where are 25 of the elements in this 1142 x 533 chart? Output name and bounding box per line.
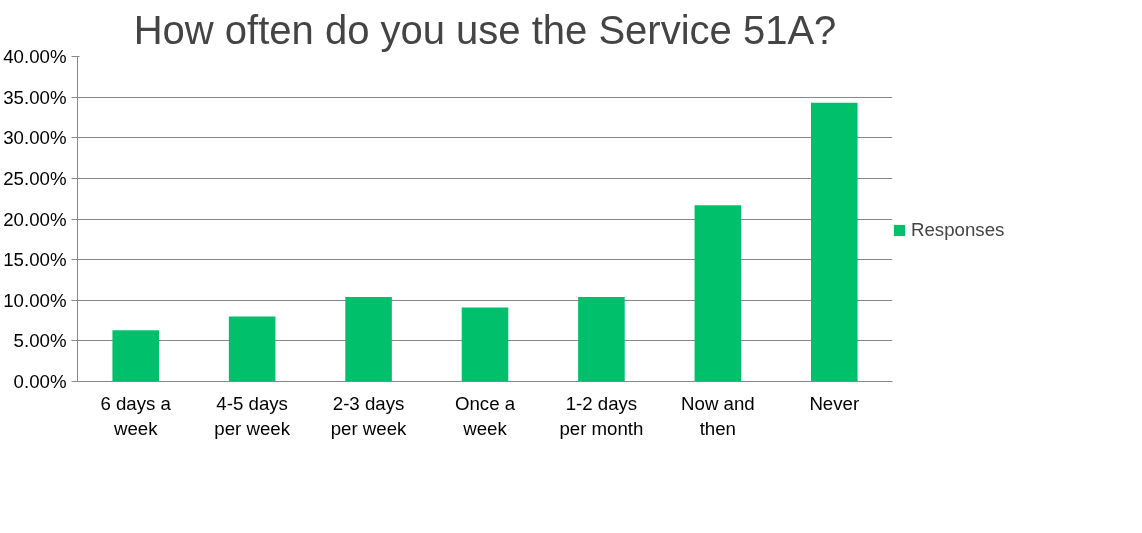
bar	[578, 297, 625, 382]
x-tick-label: 2-3 days per week	[330, 392, 408, 439]
y-tick-label: 5.00%	[13, 330, 67, 352]
chart-title: How often do you use the Service 51A?	[133, 7, 837, 52]
y-tick-label: 35.00%	[3, 86, 67, 108]
x-tick-label: 1-2 days per month	[559, 392, 644, 439]
y-tick-label: 0.00%	[13, 371, 67, 392]
bar	[228, 316, 276, 382]
x-tick-label: 4-5 days per week	[214, 392, 291, 439]
y-tick-label: 40.00%	[3, 46, 67, 67]
bar	[694, 205, 742, 382]
x-tick-label: Now and then	[681, 392, 755, 439]
x-tick-label: Once a week	[454, 392, 516, 439]
x-tick-label: Never	[809, 392, 860, 414]
y-tick-label: 25.00%	[3, 167, 67, 189]
bar	[461, 307, 509, 382]
bar	[345, 297, 392, 382]
x-tick-label: 6 days a week	[100, 392, 172, 439]
y-tick-label: 15.00%	[3, 249, 67, 271]
bar	[112, 330, 159, 382]
y-tick-label: 10.00%	[3, 289, 67, 311]
y-tick-label: 20.00%	[3, 208, 67, 230]
legend-label: Responses	[911, 219, 1005, 241]
y-tick-label: 30.00%	[3, 127, 67, 149]
bar	[811, 102, 858, 382]
